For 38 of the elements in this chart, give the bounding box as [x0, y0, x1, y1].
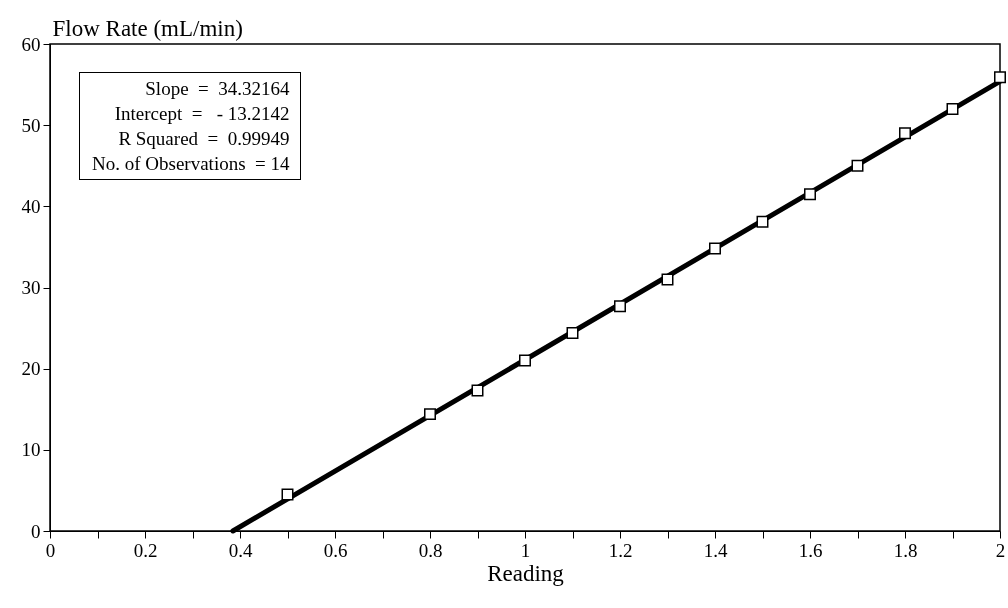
x-tick-label: 0.6 [323, 539, 348, 561]
annotation: R Squared = 0.99949 [117, 127, 290, 151]
x-tick-label: 0 [45, 539, 56, 561]
point [566, 326, 579, 339]
y-tick-label: 30 [21, 277, 41, 298]
x-tick-label: 2 [995, 539, 1006, 561]
point [471, 384, 484, 397]
point [661, 273, 674, 286]
x-tick-label: 0.8 [418, 539, 443, 561]
point [804, 188, 816, 201]
point [519, 354, 531, 367]
point [851, 159, 864, 172]
y-tick-label: 20 [21, 358, 41, 380]
x-tick-label: 1.8 [893, 539, 918, 561]
x-tick-label: 1.2 [608, 539, 633, 561]
x-tick-label: 0.4 [228, 539, 253, 561]
x-tick-label: 1.4 [703, 539, 728, 561]
y-axis-title: Flow Rate (mL/min) [52, 15, 243, 41]
x-tick-label: 0.2 [133, 539, 158, 561]
point [899, 127, 911, 140]
point [424, 408, 436, 421]
point [709, 242, 721, 255]
y-tick-label: 60 [21, 33, 41, 55]
point [614, 300, 626, 313]
annotation: Slope = 34.32164 [144, 77, 290, 101]
point [994, 71, 1006, 84]
point [946, 102, 959, 115]
x-tick-label: 1.6 [798, 539, 823, 561]
y-tick-label: 10 [21, 439, 41, 461]
point [756, 215, 769, 228]
annotation: No. of Observations = 14 [92, 152, 290, 176]
annotation: Intercept = - 13.2142 [113, 102, 290, 126]
point [281, 488, 294, 501]
y-tick-label: 40 [21, 195, 41, 217]
y-tick-label: 50 [21, 114, 41, 136]
x-axis-title: Reading [487, 560, 565, 586]
y-tick-label: 0 [31, 520, 41, 542]
x-tick-label: 1 [520, 539, 531, 561]
